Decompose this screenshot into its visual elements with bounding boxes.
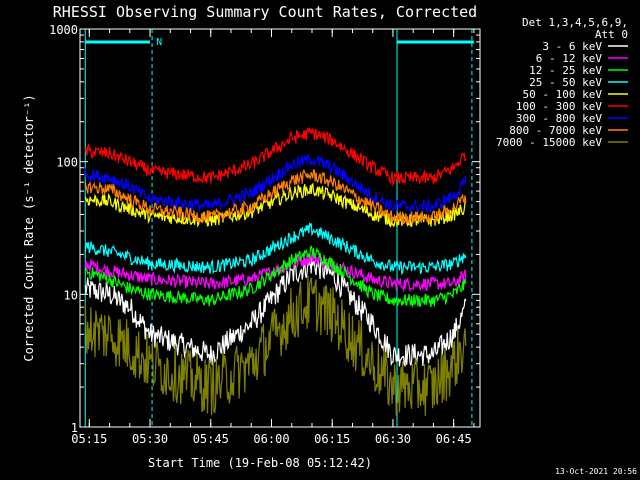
series-line [84,256,467,368]
x-tick-label: 06:45 [436,432,472,446]
chart-title: RHESSI Observing Summary Count Rates, Co… [53,3,477,21]
series-line [84,221,467,276]
y-axis-ticks: 1 10 100 1000 [49,23,480,435]
legend-entry-label: 6 - 12 keV [536,52,603,65]
plot-frame [79,28,481,428]
legend-entry-label: 100 - 300 keV [516,100,602,113]
x-tick-label: 06:00 [253,432,289,446]
y-tick-label: 10 [64,288,78,302]
night-label: N [156,37,162,48]
y-tick-label: 1 [71,421,78,435]
legend-entry-label: 3 - 6 keV [542,40,602,53]
y-tick-label: 1000 [49,23,78,37]
generation-timestamp: 13-Oct-2021 20:56 [555,467,637,476]
series-line [84,245,467,309]
legend-entry-label: 800 - 7000 keV [509,124,602,137]
legend-entry-label: 25 - 50 keV [529,76,602,89]
x-tick-label: 06:15 [314,432,350,446]
series-line [84,169,467,226]
legend-entry-label: 300 - 800 keV [516,112,602,125]
y-axis-label: Corrected Count Rate (s⁻¹ detector⁻¹) [22,94,36,361]
series-line [84,275,467,416]
night-markers: N [84,29,474,427]
x-tick-label: 05:45 [193,432,229,446]
legend-entry-label: 12 - 25 keV [529,64,602,77]
x-axis-ticks: 05:15 05:30 05:45 06:00 06:15 06:30 06:45 [71,29,475,446]
legend-header-line-1: Det 1,3,4,5,6,9, [522,16,628,29]
plot-area: N 05:15 05:30 05:45 06:00 06:15 06:30 06:45 11… [49,23,481,446]
x-axis-label: Start Time (19-Feb-08 05:12:42) [148,456,372,470]
x-tick-label: 06:30 [375,432,411,446]
x-tick-label: 05:15 [71,432,107,446]
series-line [84,126,467,187]
legend-entry-label: 7000 - 15000 keV [496,136,602,149]
series-layer [84,126,467,416]
y-tick-label: 100 [56,156,78,170]
series-line [84,153,467,214]
legend-entry-label: 50 - 100 keV [523,88,603,101]
legend-header-line-2: Att 0 [595,28,628,41]
x-tick-label: 05:30 [132,432,168,446]
